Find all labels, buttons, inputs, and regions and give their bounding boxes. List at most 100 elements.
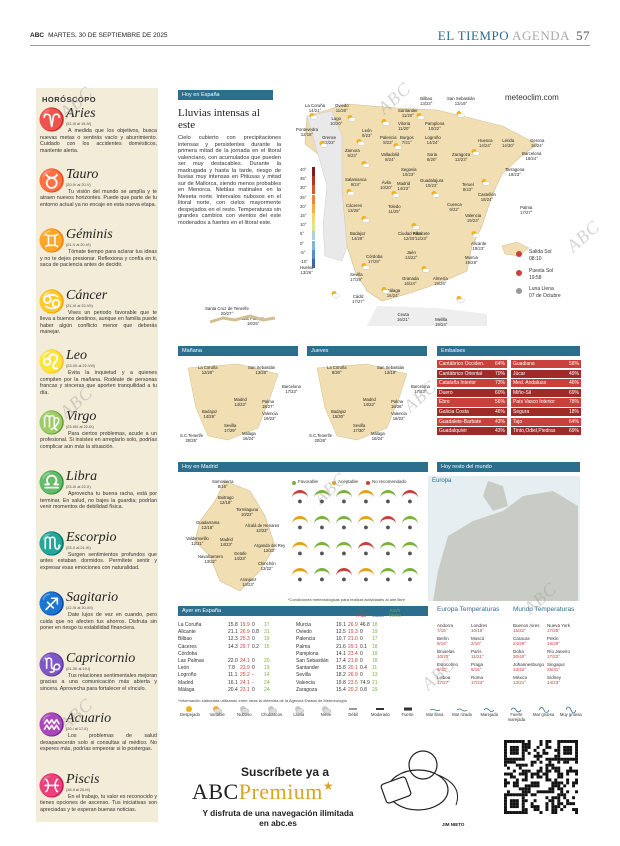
map-city: Soria 8/20° [427, 152, 437, 162]
city-temp: 18/24° [480, 197, 494, 202]
reservoir-value: 43% [494, 428, 505, 435]
yesterday-wind: 18 [372, 643, 378, 650]
zodiac-piscis-icon: ♓ [38, 772, 66, 798]
city-name: Palma [391, 399, 404, 404]
scale-label: 30° [300, 185, 307, 191]
reservoir-row: Galicia Costa 46% [437, 408, 507, 417]
world-temp: 7/15° [437, 628, 448, 633]
yesterday-city: Palma [296, 643, 311, 650]
map-city: Palencia 8/23° [380, 135, 396, 145]
madrid-city: Guadarrama 12/18° [196, 520, 220, 531]
sign-dates: (22-XI al 20-XII) [66, 606, 93, 610]
sign-name: Tauro [66, 166, 99, 182]
city-temp: 12/23° [322, 140, 336, 145]
city-temp: 13/26° [300, 270, 313, 275]
legend-icon [321, 701, 332, 714]
reservoir-value: 64% [568, 418, 579, 425]
qr-code[interactable] [504, 740, 578, 814]
map-city: Valencia 19/23° [465, 213, 481, 223]
legend-label: Mar rizada [452, 712, 472, 717]
city-name: Toledo [388, 204, 401, 209]
city-name: Badajoz [331, 409, 347, 414]
city-name: Chinchón [258, 561, 276, 566]
yesterday-city: Zaragoza [296, 686, 318, 693]
yesterday-tmax: 19.9 [240, 622, 250, 628]
map-city: Córdoba 17/28° [366, 254, 382, 264]
yesterday-tmax: 19.3 [348, 629, 358, 636]
city-temp: 12/18° [219, 499, 232, 505]
yesterday-rain: 0.2 [252, 643, 259, 650]
sign-text: Aprovecha tu buena racha, está por termi… [40, 491, 157, 511]
activity-icon: ● [336, 516, 352, 532]
city-temp: 12/21° [191, 540, 204, 546]
city-name: Soria [427, 152, 438, 157]
small-map-city: Barcelona 17/23° [411, 384, 430, 395]
header-left: ABC MARTES, 30 DE SEPTIEMBRE DE 2025 [30, 32, 168, 39]
world-city: Berlín [437, 636, 449, 641]
yesterday-note: *Información elaborada utilizando entre … [178, 698, 347, 703]
city-temp: 14/23° [234, 401, 247, 407]
legend-icon [375, 701, 385, 710]
today-headline: Lluvias intensas al este [178, 107, 260, 131]
ad-headline: Suscríbete ya a [241, 765, 330, 779]
legend-icon [538, 701, 549, 713]
city-temp: 14/30° [502, 143, 515, 148]
world-temp: 25/31° [547, 667, 561, 672]
yesterday-wind: 19 [372, 629, 378, 636]
yesterday-rain: 0 [252, 636, 255, 643]
city-temp: 8/16° [217, 483, 228, 489]
activity-icon: ● [358, 490, 374, 506]
madrid-city: Alcalá de Henares 12/23° [245, 523, 279, 534]
yesterday-tmin: 22.0 [228, 658, 238, 664]
horoscope-sign: ♋ Cáncer (21-VI al 22-VII) Vives un periodo… [38, 288, 158, 348]
small-map-city: San Sebastián 13/19° [377, 365, 404, 376]
yesterday-tmin: 19.8 [336, 679, 346, 686]
yesterday-wind: 21 [372, 679, 378, 686]
sun-cloud-icon [381, 119, 390, 126]
city-temp: 12/23° [454, 157, 468, 162]
weather-legend: Despejado Variable Nuboso Chubascos Lluvia Ni… [180, 701, 582, 722]
yesterday-wind: 24 [264, 686, 270, 693]
yesterday-tmin: 21.1 [228, 629, 238, 636]
page-header: ABC MARTES, 30 DE SEPTIEMBRE DE 2025 EL T… [30, 28, 590, 46]
city-name: La Coruña [327, 365, 347, 370]
world-city: Johannesburgo [513, 662, 545, 667]
yesterday-tmax: 26.9 [348, 622, 358, 628]
city-name: Granada [402, 276, 419, 281]
sign-dates: (20-IV al 20-V) [66, 182, 91, 187]
sun-cloud-icon [347, 115, 356, 122]
sun-label: Salida Sol [529, 249, 552, 255]
yesterday-tmin: 15.4 [336, 686, 346, 693]
madrid-city: Arganda del Rey 12/23° [254, 543, 285, 554]
city-name: Tarragona [505, 167, 525, 172]
yesterday-rain: 0 [360, 658, 363, 664]
sign-text: Tu visión del mundo se amplía y te atrae… [40, 188, 157, 208]
city-temp: 9/23° [347, 153, 358, 158]
reservoir-row: Guadiana 58% [511, 360, 581, 369]
city-temp: 16/24° [404, 281, 417, 286]
world-temp: 30/40° [513, 654, 527, 659]
yesterday-rain: 0 [252, 658, 255, 664]
city-temp: 9/22° [449, 207, 460, 212]
yesterday-wind: 17 [264, 622, 270, 628]
yesterday-rain: 0.4 [360, 665, 367, 672]
map-city: Lugo 10/20° [330, 116, 342, 126]
yesterday-tmin: 12.3 [228, 636, 238, 643]
sunset-icon [516, 270, 522, 276]
yesterday-city: León [178, 665, 190, 672]
scale-label: 20° [300, 203, 307, 209]
city-name: Murcia [465, 255, 478, 260]
map-city: Ávila 10/20° [380, 180, 392, 190]
world-temp: 14/23° [547, 680, 561, 685]
world-city: Moscú [471, 636, 485, 641]
small-map-city: Valencia 18/22° [391, 411, 407, 422]
city-temp: 17/27° [520, 210, 533, 215]
yesterday-wind: 18 [372, 658, 378, 664]
legend-icon [565, 701, 577, 714]
reservoir-value: 64% [494, 361, 505, 367]
world-temps-title: Mundo Temperaturas [513, 606, 575, 613]
city-temp: 14/22° [405, 255, 418, 260]
city-name: Málaga [386, 288, 401, 293]
madrid-note: *Condiciones meteorológicas para realiza… [288, 597, 405, 602]
city-name: Zamora [345, 148, 360, 153]
